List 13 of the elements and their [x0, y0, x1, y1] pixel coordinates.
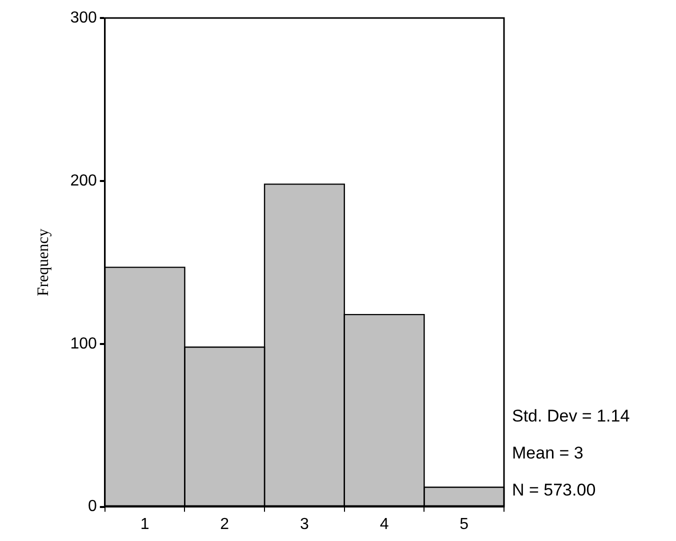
x-tick-label: 5: [460, 516, 469, 533]
y-tick-label: 0: [88, 498, 97, 516]
x-tick-label: 1: [140, 516, 150, 533]
y-tick-label: 200: [70, 172, 97, 190]
text: N = 573.00: [512, 480, 596, 500]
text: Std. Dev = 1.14: [512, 406, 630, 426]
x-tick-label: 4: [380, 516, 389, 533]
text: Mean = 3: [512, 443, 584, 462]
y-tick-label: 100: [70, 335, 97, 352]
x-tick-label: 3: [300, 516, 309, 533]
y-tick-label: 300: [70, 9, 97, 26]
y-axis-title: Frequency: [34, 228, 52, 296]
x-tick-label: 2: [220, 516, 230, 533]
